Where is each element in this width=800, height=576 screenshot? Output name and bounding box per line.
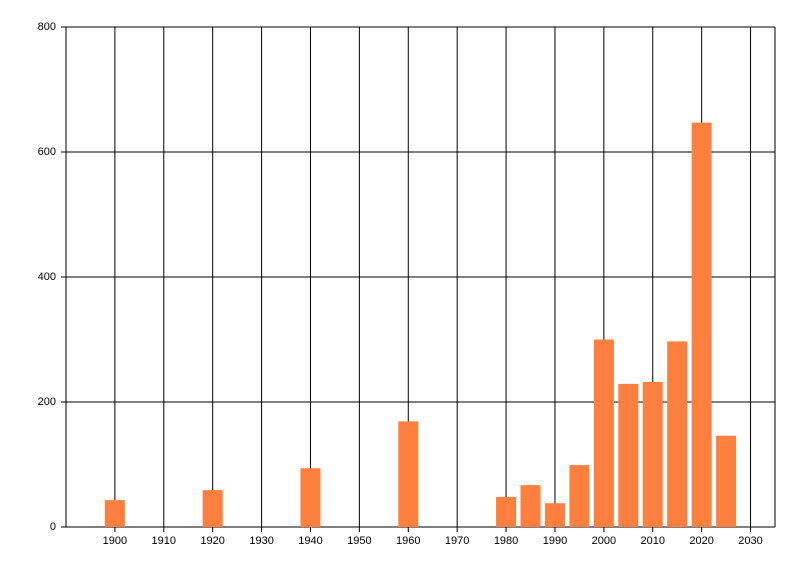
bar <box>593 339 614 527</box>
x-tick-label: 1900 <box>103 535 127 547</box>
x-tick-label: 1940 <box>298 535 322 547</box>
bar <box>104 500 125 527</box>
x-tick-label: 1950 <box>347 535 371 547</box>
y-tick-label: 400 <box>38 271 56 283</box>
x-tick-label: 2000 <box>592 535 616 547</box>
y-tick-label: 0 <box>50 521 56 533</box>
x-tick-label: 1960 <box>396 535 420 547</box>
bar <box>642 382 663 527</box>
x-tick-label: 1970 <box>445 535 469 547</box>
bar <box>202 490 223 527</box>
bar <box>691 122 712 527</box>
x-tick-label: 1910 <box>152 535 176 547</box>
y-tick-label: 800 <box>38 21 56 33</box>
x-tick-label: 1980 <box>494 535 518 547</box>
x-tick-label: 1990 <box>543 535 567 547</box>
bar <box>569 465 590 527</box>
x-tick-label: 2020 <box>689 535 713 547</box>
bar <box>667 341 688 527</box>
bar <box>398 421 419 527</box>
bar <box>544 503 565 527</box>
x-tick-label: 2030 <box>738 535 762 547</box>
y-tick-label: 600 <box>38 146 56 158</box>
bar <box>496 497 517 527</box>
x-tick-label: 2010 <box>641 535 665 547</box>
bar <box>300 468 321 527</box>
x-tick-label: 1920 <box>200 535 224 547</box>
bar <box>716 435 737 527</box>
bar <box>520 485 541 527</box>
x-tick-label: 1930 <box>249 535 273 547</box>
bar <box>618 383 639 527</box>
y-tick-label: 200 <box>38 396 56 408</box>
